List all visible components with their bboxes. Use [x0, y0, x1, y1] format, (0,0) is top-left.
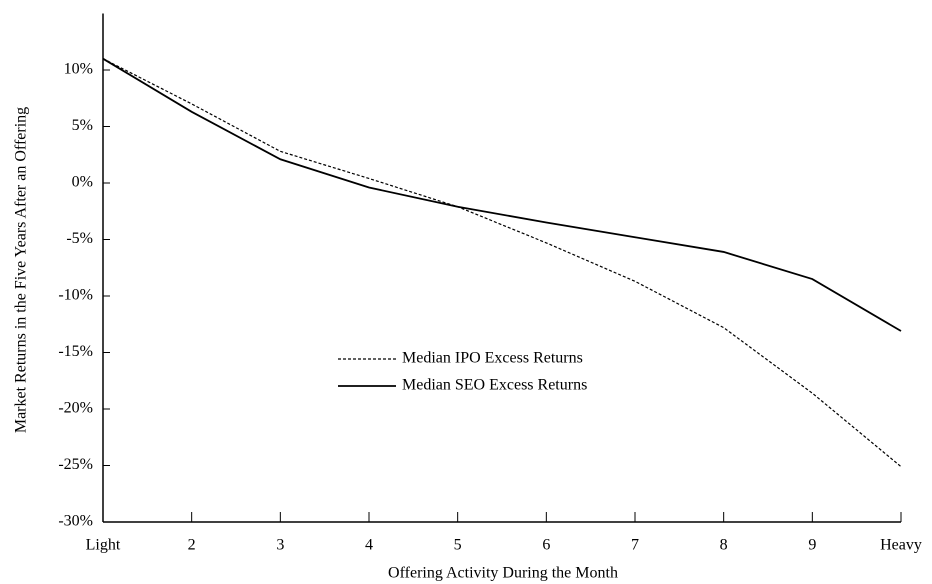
- x-tick-label: 4: [365, 537, 373, 554]
- legend-label: Median SEO Excess Returns: [402, 377, 587, 394]
- x-tick-label: Heavy: [880, 537, 922, 554]
- x-tick-label: 5: [454, 537, 462, 554]
- x-tick-label: 3: [276, 537, 284, 554]
- x-tick-label: 9: [808, 537, 816, 554]
- x-tick-label: 6: [542, 537, 550, 554]
- y-tick-label: -20%: [58, 400, 93, 417]
- series-line: [102, 58, 902, 468]
- x-tick-label: 2: [188, 537, 196, 554]
- y-tick-label: -10%: [58, 287, 93, 304]
- series-line: [102, 57, 902, 332]
- y-axis-label: Market Returns in the Five Years After a…: [13, 107, 30, 433]
- y-tick-label: -25%: [58, 456, 93, 473]
- x-axis-label: Offering Activity During the Month: [388, 565, 618, 582]
- y-tick-label: 10%: [64, 61, 93, 78]
- y-tick-label: -15%: [58, 343, 93, 360]
- x-tick-label: 7: [631, 537, 639, 554]
- legend-label: Median IPO Excess Returns: [402, 350, 583, 367]
- y-tick-label: 0%: [72, 174, 93, 191]
- y-tick-label: 5%: [72, 117, 93, 134]
- y-tick-label: -30%: [58, 513, 93, 530]
- y-tick-label: -5%: [66, 230, 93, 247]
- x-tick-label: 8: [720, 537, 728, 554]
- x-tick-label: Light: [86, 537, 121, 554]
